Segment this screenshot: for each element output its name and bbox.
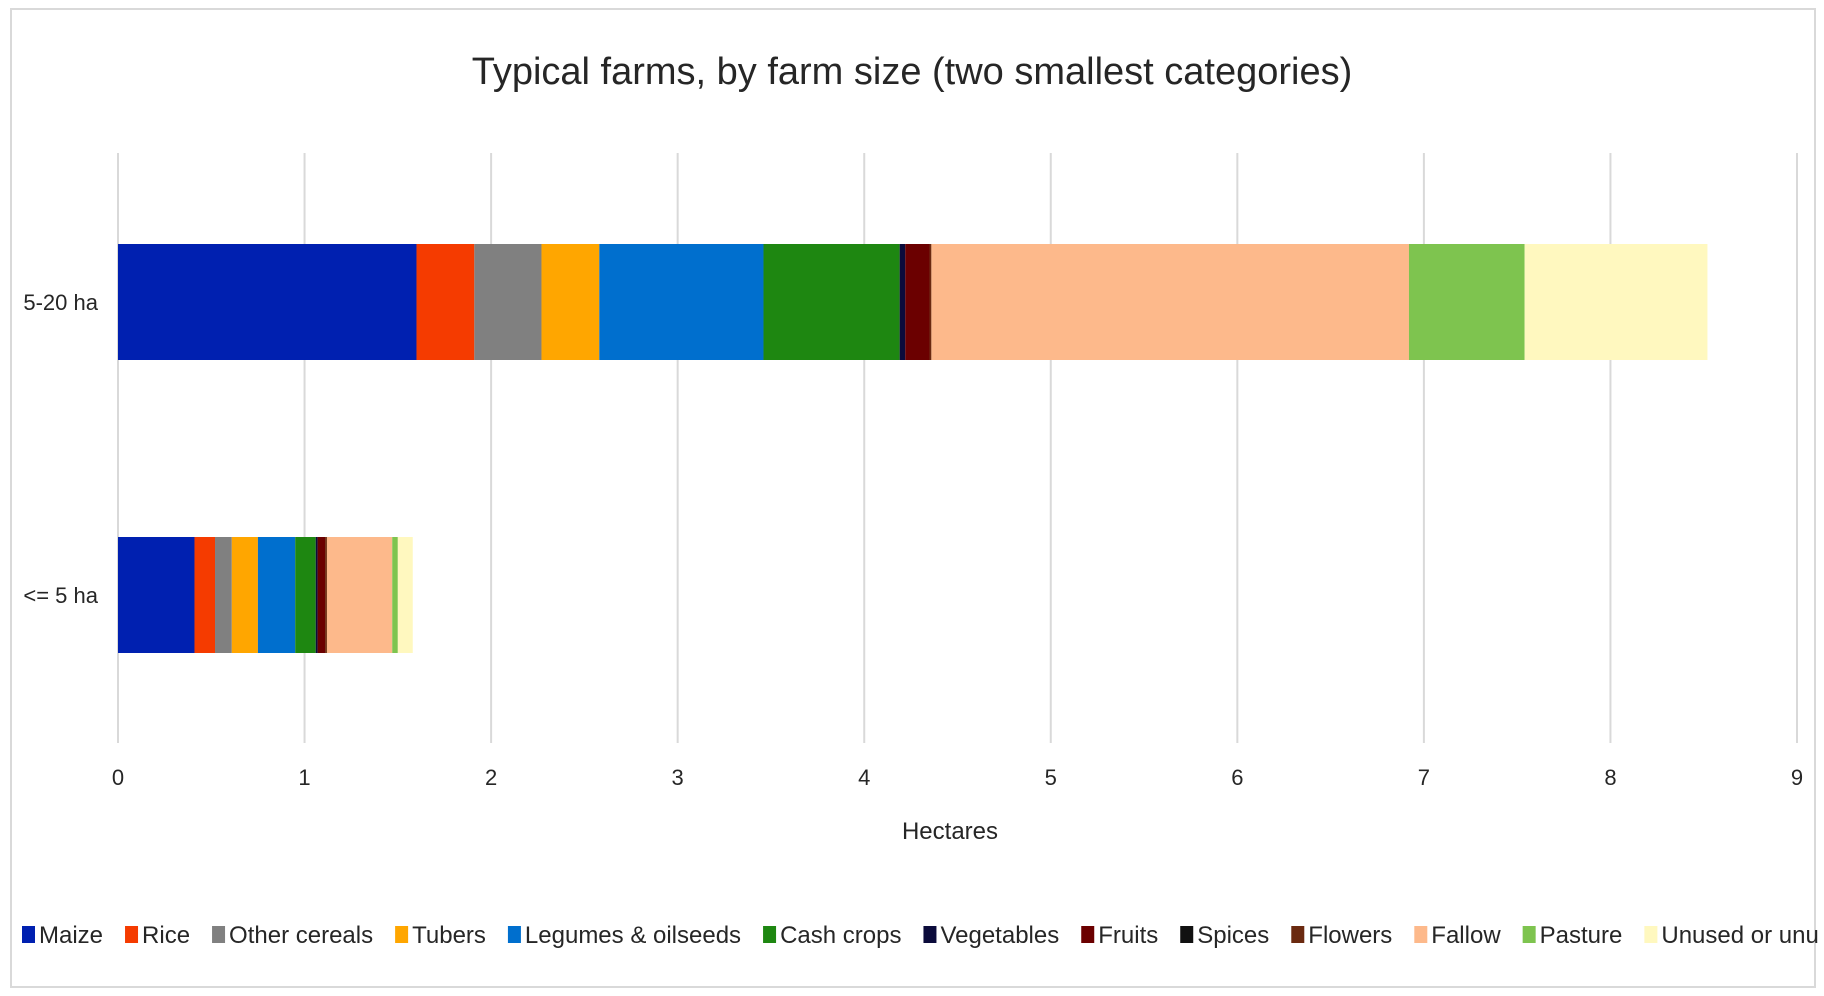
bar-segment-vegetables: [899, 244, 906, 360]
legend-item: Tubers: [395, 922, 486, 949]
bar-segment-fallow: [326, 537, 393, 653]
bar-segment-fallow: [931, 244, 1409, 360]
legend-item: Other cereals: [212, 922, 373, 949]
x-tick-label: 5: [1045, 765, 1057, 790]
x-tick-label: 8: [1604, 765, 1616, 790]
bar-segment-tubers: [541, 244, 600, 360]
legend-item: Legumes & oilseeds: [507, 922, 741, 949]
legend-item: Fallow: [1414, 922, 1501, 949]
legend-swatch: [507, 926, 521, 943]
legend-swatch: [1081, 926, 1095, 943]
legend-item: Unused or unusable: [1644, 922, 1818, 949]
legend-label: Flowers: [1308, 922, 1392, 949]
x-tick-label: 3: [672, 765, 684, 790]
legend-label: Legumes & oilseeds: [525, 922, 741, 949]
legend-swatch: [1291, 926, 1305, 943]
gridlines: [117, 153, 1798, 743]
bar-segment-cash-crops: [295, 537, 316, 653]
legend-swatch: [1414, 926, 1428, 943]
y-tick-label: 5-20 ha: [23, 290, 98, 315]
legend-swatch: [763, 926, 777, 943]
legend-swatch: [22, 926, 35, 943]
bar-segment-vegetables: [315, 537, 318, 653]
x-axis-title: Hectares: [902, 818, 998, 845]
legend-label: Pasture: [1540, 922, 1623, 949]
bar-segment-unused-or-unusable: [397, 537, 413, 653]
bar-segment-flowers: [325, 537, 327, 653]
chart-title: Typical farms, by farm size (two smalles…: [472, 51, 1353, 93]
legend-swatch: [125, 926, 139, 943]
legend: Maize Rice Other cereals Tubers Legumes & oi…: [22, 922, 1818, 949]
legend-label: Other cereals: [229, 922, 373, 949]
legend-item: Rice: [125, 922, 190, 949]
bar-segment-unused-or-unusable: [1524, 244, 1708, 360]
bar-segment-cash-crops: [763, 244, 900, 360]
x-tick-label: 7: [1418, 765, 1430, 790]
legend-item: Vegetables: [923, 922, 1059, 949]
bars: [118, 244, 1708, 653]
bar-segment-fruits: [317, 537, 326, 653]
legend-swatch: [1522, 926, 1536, 943]
x-tick-label: 6: [1231, 765, 1243, 790]
bar-segment-rice: [416, 244, 475, 360]
legend-label: Spices: [1197, 922, 1269, 949]
x-tick-label: 0: [112, 765, 124, 790]
bar-segment-maize: [118, 537, 195, 653]
legend-label: Rice: [142, 922, 190, 949]
x-tick-label: 4: [858, 765, 870, 790]
bar-segment-legumes-oilseeds: [599, 244, 764, 360]
x-axis-labels: 0 1 2 3 4 5 6 7 8 9: [112, 765, 1803, 790]
bar-segment-pasture: [392, 537, 398, 653]
y-tick-label: <= 5 ha: [23, 583, 98, 608]
legend-item: Maize: [22, 922, 103, 949]
legend-label: Fruits: [1098, 922, 1158, 949]
legend-swatch: [923, 926, 937, 943]
legend-label: Unused or unusable: [1661, 922, 1818, 949]
legend-swatch: [1180, 926, 1194, 943]
legend-swatch: [212, 926, 226, 943]
y-axis-labels: 5-20 ha <= 5 ha: [23, 290, 98, 608]
legend-label: Tubers: [412, 922, 486, 949]
chart-frame: Typical farms, by farm size (two smalles…: [10, 8, 1818, 988]
legend-label: Vegetables: [940, 922, 1059, 949]
legend-item: Spices: [1180, 922, 1269, 949]
legend-swatch: [395, 926, 409, 943]
bar-segment-maize: [118, 244, 417, 360]
bar-segment-other-cereals: [474, 244, 542, 360]
legend-label: Fallow: [1431, 922, 1501, 949]
bar-segment-tubers: [231, 537, 258, 653]
chart-svg: Typical farms, by farm size (two smalles…: [22, 51, 1818, 949]
x-tick-label: 2: [485, 765, 497, 790]
bar-segment-flowers: [929, 244, 932, 360]
legend-swatch: [1644, 926, 1658, 943]
bar-segment-legumes-oilseeds: [257, 537, 296, 653]
bar-segment-other-cereals: [215, 537, 232, 653]
bar-segment-rice: [194, 537, 216, 653]
legend-item: Pasture: [1522, 922, 1623, 949]
legend-item: Fruits: [1081, 922, 1158, 949]
x-tick-label: 9: [1791, 765, 1803, 790]
bar-segment-pasture: [1408, 244, 1525, 360]
bar-segment-fruits: [905, 244, 930, 360]
legend-label: Maize: [39, 922, 103, 949]
legend-label: Cash crops: [780, 922, 901, 949]
x-tick-label: 1: [298, 765, 310, 790]
legend-item: Cash crops: [763, 922, 901, 949]
legend-item: Flowers: [1291, 922, 1392, 949]
